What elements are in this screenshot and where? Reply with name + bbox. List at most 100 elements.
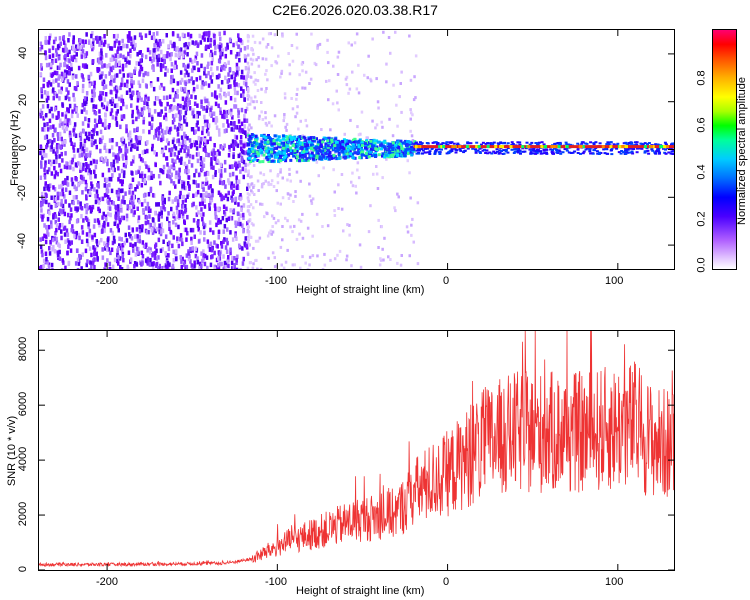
noise-pixel [308, 255, 312, 259]
band-pixel [544, 151, 548, 154]
band-pixel [303, 142, 307, 146]
noise-pixel [185, 79, 189, 85]
band-pixel [375, 139, 379, 143]
noise-pixel [68, 120, 72, 126]
noise-pixel [82, 166, 85, 171]
noise-pixel [121, 188, 124, 193]
noise-pixel [172, 162, 175, 167]
noise-pixel [55, 70, 59, 76]
noise-pixel [70, 159, 74, 165]
noise-pixel [351, 70, 354, 74]
noise-pixel [220, 194, 224, 199]
noise-pixel [210, 60, 214, 66]
band-pixel [506, 142, 510, 145]
noise-pixel [128, 35, 131, 40]
band-pixel [363, 144, 367, 148]
band-pixel [251, 154, 255, 158]
noise-pixel [47, 167, 51, 172]
noise-pixel [94, 164, 98, 170]
noise-pixel [134, 66, 137, 72]
noise-pixel [167, 264, 171, 269]
noise-pixel [113, 78, 116, 83]
band-pixel [454, 151, 458, 154]
noise-pixel [60, 86, 63, 92]
noise-pixel [73, 184, 76, 190]
noise-pixel [90, 142, 94, 148]
noise-pixel [242, 256, 245, 262]
band-pixel [624, 141, 628, 144]
noise-pixel [246, 205, 250, 209]
noise-pixel [175, 205, 179, 211]
noise-pixel [299, 179, 302, 183]
noise-pixel [117, 254, 120, 260]
noise-pixel [252, 100, 255, 104]
noise-pixel [155, 152, 158, 157]
noise-pixel [195, 191, 198, 197]
noise-pixel [409, 196, 412, 200]
noise-pixel [172, 211, 176, 217]
noise-pixel [222, 254, 225, 259]
noise-pixel [71, 109, 74, 114]
noise-pixel [187, 89, 190, 95]
noise-pixel [122, 114, 126, 119]
noise-pixel [162, 239, 165, 244]
noise-pixel [164, 66, 168, 71]
band-pixel [492, 141, 496, 144]
noise-pixel [52, 185, 55, 190]
noise-pixel [246, 174, 250, 178]
noise-pixel [46, 82, 49, 87]
noise-pixel [71, 181, 74, 187]
noise-pixel [176, 202, 180, 208]
noise-pixel [171, 243, 174, 249]
noise-pixel [385, 62, 388, 66]
noise-pixel [109, 228, 113, 233]
band-pixel [248, 156, 252, 160]
noise-pixel [114, 56, 117, 61]
noise-pixel [45, 144, 48, 150]
noise-pixel [231, 143, 235, 149]
noise-pixel [81, 102, 84, 108]
noise-pixel [63, 211, 67, 217]
noise-pixel [85, 183, 88, 188]
noise-pixel [218, 251, 222, 256]
noise-pixel [106, 211, 110, 217]
noise-pixel [80, 266, 83, 269]
carrier-pixel [458, 145, 462, 149]
noise-pixel [183, 50, 186, 55]
noise-pixel [291, 263, 295, 267]
noise-pixel [393, 206, 396, 210]
noise-pixel [395, 103, 398, 107]
noise-pixel [58, 36, 62, 41]
noise-pixel [245, 150, 249, 155]
noise-pixel [280, 263, 283, 267]
noise-pixel [50, 220, 53, 225]
noise-pixel [160, 210, 163, 215]
noise-pixel [215, 95, 219, 100]
noise-pixel [176, 106, 179, 111]
noise-pixel [152, 53, 155, 58]
noise-pixel [217, 103, 220, 109]
noise-pixel [123, 43, 126, 49]
band-pixel [565, 143, 569, 146]
noise-pixel [300, 62, 304, 66]
noise-pixel [230, 121, 233, 126]
noise-pixel [152, 218, 155, 223]
noise-pixel [110, 162, 113, 167]
noise-pixel [196, 256, 199, 261]
noise-pixel [230, 260, 234, 266]
noise-pixel [98, 115, 101, 120]
band-pixel [498, 149, 502, 152]
noise-pixel [218, 256, 222, 261]
noise-pixel [54, 203, 58, 208]
noise-pixel [106, 195, 110, 200]
noise-pixel [77, 182, 80, 188]
noise-pixel [68, 130, 72, 136]
noise-pixel [322, 166, 325, 170]
noise-pixel [188, 138, 192, 143]
noise-pixel [41, 217, 44, 222]
noise-pixel [241, 128, 244, 133]
noise-pixel [92, 131, 95, 137]
noise-pixel [129, 53, 132, 59]
noise-pixel [377, 218, 380, 222]
noise-pixel [248, 185, 251, 189]
